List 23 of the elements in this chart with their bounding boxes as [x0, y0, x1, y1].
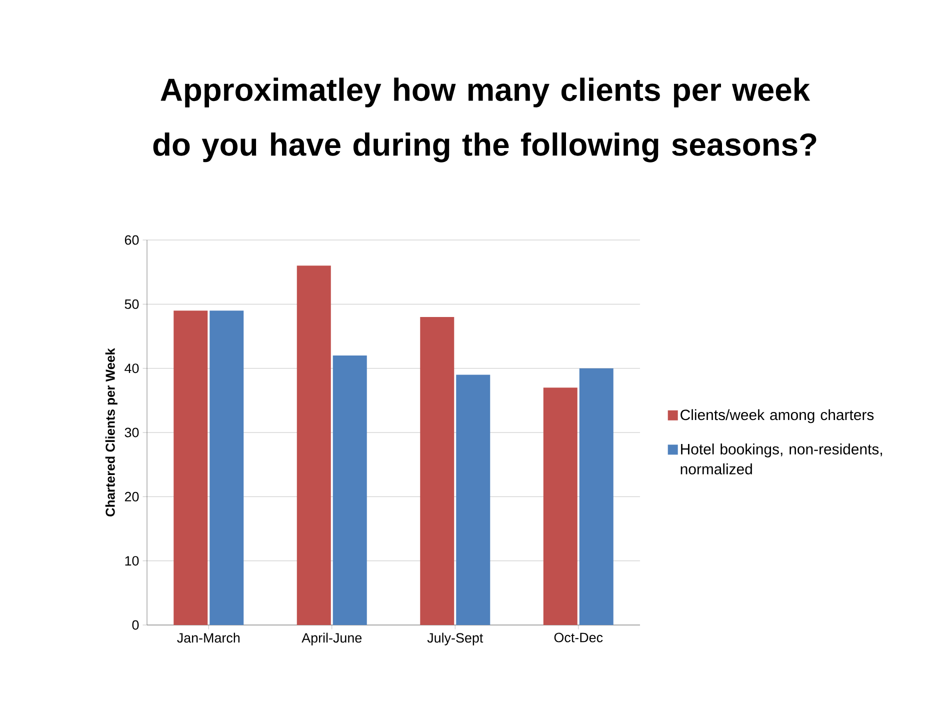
bar — [456, 374, 490, 626]
bar — [210, 310, 244, 626]
bar — [579, 368, 614, 626]
bar — [332, 356, 367, 626]
x-tick-label: Jan-March — [177, 632, 240, 643]
y-tick-label: 10 — [125, 556, 139, 566]
x-tick-label: April-June — [302, 632, 362, 646]
y-tick-label: 60 — [124, 235, 139, 245]
y-axis-title: Chartered Clients per Week — [105, 348, 118, 516]
bar — [296, 266, 331, 626]
bar — [174, 310, 208, 626]
x-tick-label: Oct-Dec — [554, 632, 603, 642]
x-tick-label: July-Sept — [427, 632, 484, 646]
y-tick-label: 50 — [124, 299, 139, 309]
bar — [420, 317, 454, 626]
y-tick-label: 20 — [124, 492, 139, 502]
y-tick-label: 40 — [124, 364, 139, 374]
legend-label: Clients/week among charters — [680, 409, 874, 424]
y-tick-label: 30 — [124, 428, 139, 438]
legend-label: Hotel bookings, non-residents, normalized — [680, 444, 882, 474]
chart-title: Approximatley how many clients per week do you have during the following seasons? — [153, 78, 816, 162]
y-tick-label: 0 — [132, 620, 139, 630]
bar — [543, 388, 578, 626]
